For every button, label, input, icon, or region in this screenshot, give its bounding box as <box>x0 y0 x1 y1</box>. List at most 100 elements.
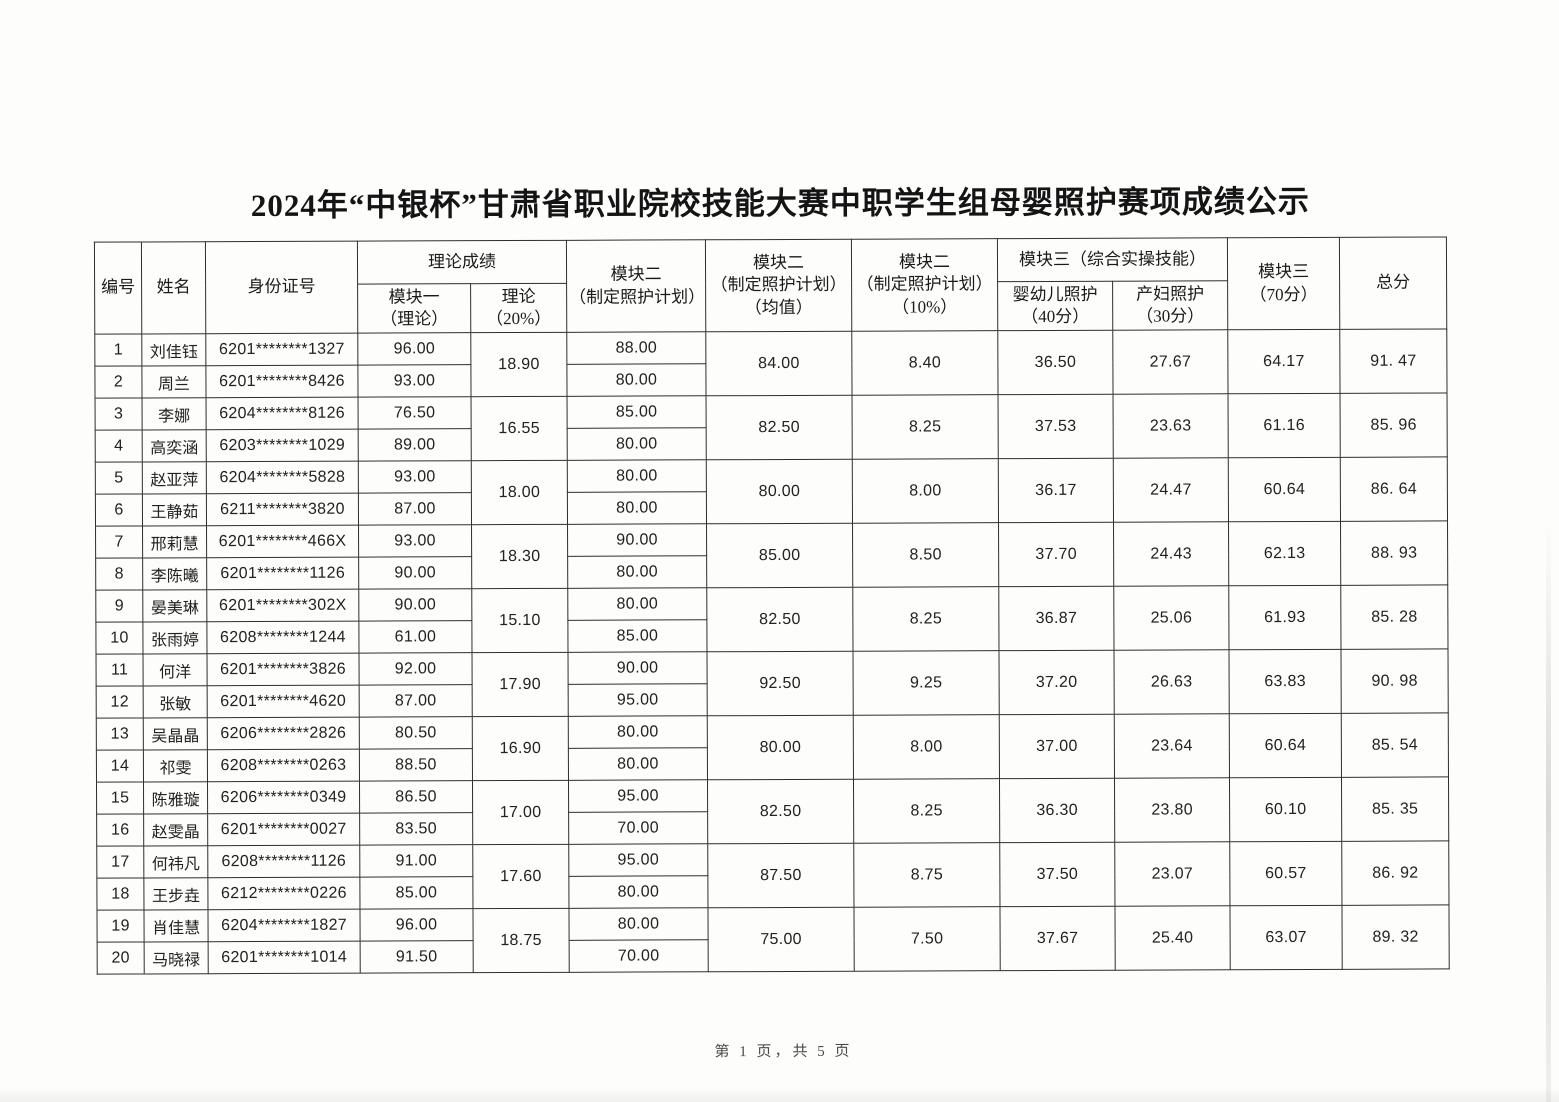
document-content: 2024年“中银杯”甘肃省职业院校技能大赛中职学生组母婴照护赛项成绩公示 编号 <box>0 0 1559 1060</box>
module2-10-score-cell: 8.25 <box>853 778 1000 844</box>
table-row: 17 何祎凡 6208********1126 91.00 17.60 95.00 87.5… <box>96 840 1449 909</box>
page-number-footer: 第 1 页，共 5 页 <box>714 1043 853 1061</box>
student-name-cell: 李娜 <box>142 397 207 430</box>
id-number-cell: 6201********1327 <box>205 333 358 366</box>
total-score-cell: 89. 32 <box>1341 904 1450 970</box>
maternal-care-score-cell: 24.47 <box>1113 457 1229 523</box>
module2-score-cell: 95.00 <box>568 779 708 813</box>
header-module2-plan: 模块二 （制定照护计划） <box>566 239 706 333</box>
header-module3-group: 模块三（综合实操技能） <box>997 237 1228 282</box>
theory-20-score-cell: 18.00 <box>471 460 568 525</box>
module1-score-cell: 90.00 <box>358 556 472 590</box>
student-name-cell: 张敏 <box>143 685 208 718</box>
module2-10-score-cell: 8.25 <box>852 586 999 652</box>
module2-avg-score-cell: 82.50 <box>706 395 853 460</box>
id-number-cell: 6204********5828 <box>206 461 359 494</box>
module2-score-cell: 85.00 <box>567 395 707 429</box>
student-name-cell: 祁雯 <box>143 749 208 782</box>
theory-20-score-cell: 17.90 <box>472 652 569 717</box>
theory-20-score-cell: 18.90 <box>470 332 568 397</box>
id-number-cell: 6208********1126 <box>207 845 360 878</box>
row-no-cell: 17 <box>96 845 144 879</box>
header-module2-10: 模块二 （制定照护计划） （10%） <box>851 238 998 332</box>
module1-score-cell: 93.00 <box>358 524 472 558</box>
table-row: 11 何洋 6201********3826 92.00 17.90 90.00 92.50… <box>96 648 1449 717</box>
id-number-cell: 6204********8126 <box>206 397 359 430</box>
module2-score-cell: 80.00 <box>568 875 708 909</box>
module1-score-cell: 90.00 <box>358 588 472 622</box>
header-theory-20: 理论 （20%） <box>470 283 567 333</box>
score-table: 编号 姓名 身份证号 理论成绩 模块二 （制定照护计划） 模块二 （制定照护计划… <box>94 236 1450 975</box>
table-row: 15 陈雅璇 6206********0349 86.50 17.00 95.00 82.5… <box>96 776 1449 845</box>
theory-20-score-cell: 17.00 <box>472 780 569 845</box>
table-row: 19 肖佳慧 6204********1827 96.00 18.75 80.00 75.0… <box>96 904 1450 973</box>
module1-score-cell: 96.00 <box>359 908 474 942</box>
student-name-cell: 李陈曦 <box>142 557 207 590</box>
row-no-cell: 13 <box>96 717 144 751</box>
infant-care-score-cell: 37.00 <box>999 714 1115 779</box>
header-maternal-care: 产妇照护 （30分） <box>1112 280 1228 331</box>
module1-score-cell: 80.50 <box>359 716 473 750</box>
infant-care-score-cell: 37.53 <box>998 394 1114 459</box>
module1-score-cell: 76.50 <box>358 396 472 430</box>
student-name-cell: 张雨婷 <box>142 621 208 654</box>
module2-score-cell: 80.00 <box>568 907 709 941</box>
total-score-cell: 90. 98 <box>1340 648 1449 714</box>
id-number-cell: 6201********4620 <box>207 685 360 718</box>
maternal-care-score-cell: 26.63 <box>1113 649 1230 715</box>
maternal-care-score-cell: 25.06 <box>1113 585 1229 651</box>
module2-avg-score-cell: 80.00 <box>706 459 853 524</box>
module2-score-cell: 80.00 <box>566 363 707 397</box>
module2-10-score-cell: 7.50 <box>853 906 1001 972</box>
total-score-cell: 85. 35 <box>1341 776 1449 842</box>
module1-score-cell: 87.00 <box>359 684 473 718</box>
row-no-cell: 4 <box>95 429 143 463</box>
row-no-cell: 10 <box>95 621 144 655</box>
id-number-cell: 6206********0349 <box>207 781 360 814</box>
module3-70-score-cell: 63.83 <box>1228 649 1342 714</box>
module2-10-score-cell: 8.25 <box>852 394 999 460</box>
module2-avg-score-cell: 92.50 <box>707 651 854 716</box>
module3-70-score-cell: 64.17 <box>1227 329 1341 394</box>
theory-20-score-cell: 15.10 <box>471 588 569 653</box>
module2-score-cell: 95.00 <box>568 683 708 717</box>
table-header: 编号 姓名 身份证号 理论成绩 模块二 （制定照护计划） 模块二 （制定照护计划… <box>94 236 1447 335</box>
total-score-cell: 91. 47 <box>1339 328 1448 394</box>
row-no-cell: 7 <box>95 525 143 559</box>
module2-score-cell: 90.00 <box>567 523 707 557</box>
row-no-cell: 2 <box>94 365 143 399</box>
student-name-cell: 马晓禄 <box>144 941 209 974</box>
module2-score-cell: 80.00 <box>567 459 707 493</box>
module1-score-cell: 88.50 <box>359 748 473 782</box>
header-module1-theory: 模块一 （理论） <box>357 283 471 334</box>
module1-score-cell: 86.50 <box>359 780 473 814</box>
student-name-cell: 肖佳慧 <box>143 909 209 942</box>
header-no: 编号 <box>94 241 142 335</box>
module1-score-cell: 93.00 <box>358 460 472 494</box>
module2-avg-score-cell: 84.00 <box>705 331 853 396</box>
module3-70-score-cell: 62.13 <box>1228 521 1341 586</box>
row-no-cell: 18 <box>96 877 144 911</box>
student-name-cell: 陈雅璇 <box>143 781 208 814</box>
id-number-cell: 6201********466X <box>206 525 359 558</box>
row-no-cell: 11 <box>96 653 144 687</box>
row-no-cell: 3 <box>95 397 143 431</box>
student-name-cell: 刘佳钰 <box>141 333 206 366</box>
module2-avg-score-cell: 82.50 <box>707 779 854 844</box>
theory-20-score-cell: 16.90 <box>472 716 569 781</box>
module1-score-cell: 91.50 <box>360 940 474 974</box>
header-theory-group: 理论成绩 <box>357 240 567 285</box>
module2-10-score-cell: 8.00 <box>852 458 999 524</box>
row-no-cell: 1 <box>94 333 142 367</box>
row-no-cell: 14 <box>96 749 144 783</box>
student-name-cell: 赵亚萍 <box>142 461 207 494</box>
infant-care-score-cell: 36.17 <box>998 458 1114 523</box>
module2-score-cell: 80.00 <box>567 427 707 461</box>
module2-score-cell: 88.00 <box>566 331 706 365</box>
maternal-care-score-cell: 23.80 <box>1114 777 1230 843</box>
module2-score-cell: 70.00 <box>569 939 709 973</box>
student-name-cell: 王静茹 <box>142 493 207 526</box>
student-name-cell: 何祎凡 <box>143 845 208 878</box>
module2-score-cell: 80.00 <box>567 555 707 589</box>
